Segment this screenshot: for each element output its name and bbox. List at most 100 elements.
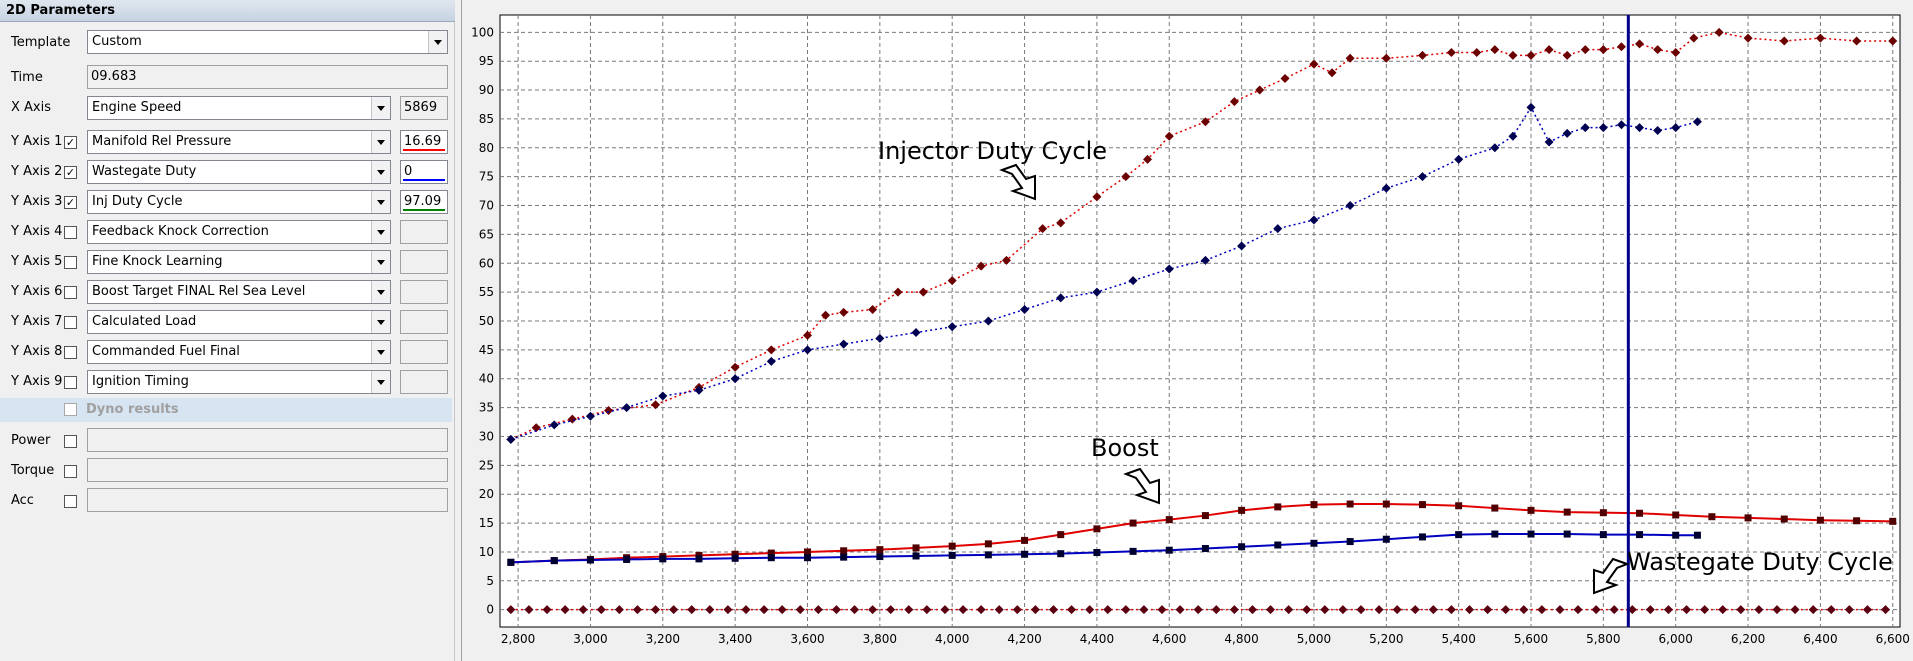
series-1-point: [531, 423, 541, 433]
x-tick-label: 3,400: [718, 632, 752, 646]
chevron-down-icon[interactable]: [371, 161, 390, 183]
y-axis-5-dropdown[interactable]: Fine Knock Learning: [87, 250, 391, 274]
torque-field: [87, 458, 448, 482]
chevron-down-icon[interactable]: [371, 131, 390, 153]
series-2-point: [1237, 241, 1247, 251]
y-axis-9-checkbox[interactable]: [64, 376, 77, 389]
x-tick-label: 5,600: [1514, 632, 1548, 646]
chevron-down-icon[interactable]: [371, 281, 390, 303]
series-2-point: [947, 322, 957, 332]
series-5-point: [1537, 605, 1547, 615]
x-tick-label: 5,000: [1297, 632, 1331, 646]
arrow-icon: [1123, 467, 1160, 505]
series-2-point: [1544, 137, 1554, 147]
y-axis-4-checkbox[interactable]: [64, 226, 77, 239]
x-tick-label: 5,400: [1441, 632, 1475, 646]
y-tick-label: 55: [479, 285, 494, 299]
x-tick-label: 4,200: [1007, 632, 1041, 646]
torque-checkbox[interactable]: [64, 465, 77, 478]
y-tick-label: 10: [479, 545, 494, 559]
series-2-point: [694, 385, 704, 395]
series-5-point: [1157, 605, 1167, 615]
series-1-point: [1671, 48, 1681, 58]
template-dropdown[interactable]: Custom: [87, 30, 448, 54]
series-5-point: [1808, 605, 1818, 615]
series-5-point: [524, 605, 534, 615]
series-1-point: [1309, 59, 1319, 69]
y-tick-label: 90: [479, 83, 494, 97]
series-2-point: [1056, 293, 1066, 303]
series-2-point: [730, 374, 740, 384]
y-axis-3-dropdown[interactable]: Inj Duty Cycle: [87, 190, 391, 214]
series-2-point: [1020, 304, 1030, 314]
y-axis-1-dropdown[interactable]: Manifold Rel Pressure: [87, 130, 391, 154]
series-3-point: [876, 546, 884, 554]
series-5-point: [578, 605, 588, 615]
y-axis-2-dropdown[interactable]: Wastegate Duty: [87, 160, 391, 184]
annotation-injector-duty-cycle: Injector Duty Cycle: [878, 137, 1107, 165]
y-axis-3-checkbox[interactable]: ✓: [64, 196, 77, 209]
series-5-point: [759, 605, 769, 615]
y-axis-4-dropdown[interactable]: Feedback Knock Correction: [87, 220, 391, 244]
chevron-down-icon[interactable]: [371, 341, 390, 363]
series-5-point: [1012, 605, 1022, 615]
y-axis-2-reading: 0: [404, 164, 413, 179]
series-1-point: [1526, 50, 1536, 60]
series-1-point: [1229, 97, 1239, 107]
power-checkbox[interactable]: [64, 435, 77, 448]
series-5-point: [596, 605, 606, 615]
series-5-point: [1483, 605, 1493, 615]
dyno-results-checkbox[interactable]: [64, 403, 77, 416]
chevron-down-icon[interactable]: [371, 97, 390, 119]
y-axis-6-dropdown[interactable]: Boost Target FINAL Rel Sea Level: [87, 280, 391, 304]
series-4-point: [1093, 549, 1101, 557]
series-4-point: [1563, 530, 1571, 538]
x-axis-dropdown[interactable]: Engine Speed: [87, 96, 391, 120]
series-2-point: [1381, 183, 1391, 193]
x-tick-label: 4,400: [1080, 632, 1114, 646]
series-2-point: [1580, 123, 1590, 133]
series-5-point: [1700, 605, 1710, 615]
series-3-point: [1238, 506, 1246, 514]
y-tick-label: 0: [486, 603, 494, 617]
series-5-point: [1754, 605, 1764, 615]
chevron-down-icon[interactable]: [371, 371, 390, 393]
y-axis-8-dropdown[interactable]: Commanded Fuel Final: [87, 340, 391, 364]
chevron-down-icon[interactable]: [371, 311, 390, 333]
series-1-point: [1852, 36, 1862, 46]
y-axis-1-checkbox[interactable]: ✓: [64, 136, 77, 149]
series-1-point: [1200, 117, 1210, 127]
series-1-point: [1508, 50, 1518, 60]
y-axis-6-checkbox[interactable]: [64, 286, 77, 299]
series-1-point: [604, 405, 614, 415]
series-3-point: [912, 544, 920, 552]
series-5-point: [1030, 605, 1040, 615]
y-axis-9-dropdown[interactable]: Ignition Timing: [87, 370, 391, 394]
series-3-point: [1274, 503, 1282, 511]
y-axis-2-checkbox[interactable]: ✓: [64, 166, 77, 179]
y-axis-8-checkbox[interactable]: [64, 346, 77, 359]
y-axis-7-value: Calculated Load: [92, 314, 197, 329]
series-3-point: [1418, 501, 1426, 509]
chevron-down-icon[interactable]: [371, 251, 390, 273]
series-1-point: [766, 345, 776, 355]
acc-checkbox[interactable]: [64, 495, 77, 508]
y-axis-5-checkbox[interactable]: [64, 256, 77, 269]
series-5-point: [1718, 605, 1728, 615]
chevron-down-icon[interactable]: [428, 31, 447, 53]
engine-speed-chart[interactable]: 2,800 3,000 3,200 3,400 3,600 3,800 4,000 4,200…: [462, 0, 1913, 661]
series-2-point: [1309, 215, 1319, 225]
series-4-point: [1693, 531, 1701, 539]
y-axis-7-dropdown[interactable]: Calculated Load: [87, 310, 391, 334]
y-axis-7-checkbox[interactable]: [64, 316, 77, 329]
series-1-point: [947, 276, 957, 286]
chevron-down-icon[interactable]: [371, 191, 390, 213]
y-axis-3-color-swatch: [403, 209, 445, 211]
series-5-point: [1139, 605, 1149, 615]
y-tick-label: 40: [479, 372, 494, 386]
series-3-point: [1636, 509, 1644, 517]
series-1-point: [1280, 74, 1290, 84]
chevron-down-icon[interactable]: [371, 221, 390, 243]
y-axis-9-value: Ignition Timing: [92, 374, 189, 389]
series-2-point: [766, 356, 776, 366]
